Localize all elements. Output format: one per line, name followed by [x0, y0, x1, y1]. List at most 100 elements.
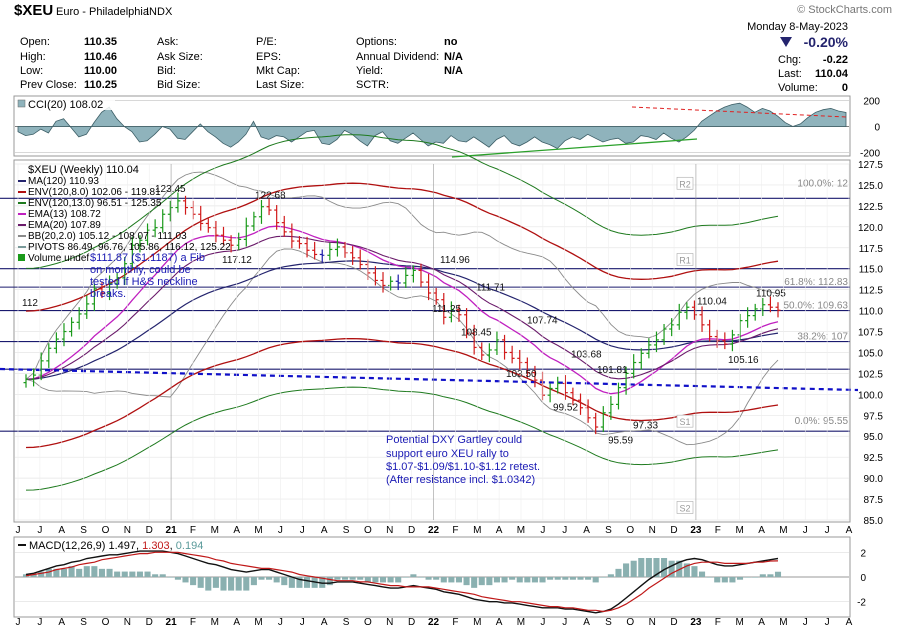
macd-histogram-bar — [144, 571, 151, 577]
price-bar — [433, 287, 439, 305]
macd-x-tick-label: A — [758, 617, 765, 627]
swing-price-label: 111.25 — [432, 304, 462, 315]
price-bar — [593, 412, 599, 435]
price-bar — [91, 283, 97, 312]
macd-histogram-bar — [387, 577, 394, 583]
last-label: Last: — [778, 68, 802, 80]
macd-title: MACD(12,26,9) 1.497, 1.303, 0.194 — [18, 540, 203, 552]
price-bar — [494, 331, 500, 355]
price-bar — [623, 366, 629, 395]
price-bar — [517, 349, 523, 370]
macd-histogram-bar — [372, 577, 379, 583]
macd-x-tick-label: A — [233, 617, 240, 627]
high-value: 110.46 — [84, 51, 117, 63]
price-bar — [486, 343, 492, 363]
ema13-line — [25, 225, 779, 395]
macd-histogram-bar — [159, 574, 166, 577]
x-tick-label: S — [80, 525, 87, 536]
macd-histogram-bar — [440, 577, 447, 583]
price-bar — [334, 238, 340, 257]
cci-tick-label: 0 — [874, 123, 880, 134]
x-tick-label: 21 — [166, 525, 178, 536]
macd-histogram-bar — [38, 571, 45, 577]
price-bar — [69, 317, 75, 337]
price-tick-label: 115.0 — [859, 265, 884, 276]
macd-histogram-bar — [607, 574, 614, 577]
macd-x-tick-label: 21 — [166, 617, 178, 627]
price-bar — [380, 272, 386, 293]
pivot-label: R1 — [679, 255, 691, 265]
price-bar — [46, 343, 52, 368]
x-tick-label: A — [233, 525, 240, 536]
price-bar — [372, 266, 378, 286]
macd-histogram-bar — [288, 577, 295, 588]
price-bar — [745, 307, 751, 328]
legend-ema13: EMA(13) 108.72 — [28, 209, 101, 220]
macd-tick-label: -2 — [857, 598, 866, 609]
price-bar — [600, 406, 606, 433]
price-bar — [251, 211, 257, 232]
price-tick-label: 127.5 — [858, 160, 883, 171]
price-bar — [53, 332, 59, 354]
macd-panel-frame — [13, 536, 851, 618]
macd-histogram-bar — [562, 577, 569, 580]
price-bar — [615, 382, 621, 410]
macd-tick-label: 0 — [860, 573, 866, 584]
cci-area — [17, 102, 847, 149]
price-tick-label: 112.5 — [859, 286, 884, 297]
x-tick-label: M — [211, 525, 219, 536]
cci-tick-label: -200 — [860, 148, 880, 159]
x-tick-label: N — [649, 525, 656, 536]
macd-histogram-bar — [250, 577, 257, 586]
macd-histogram-bar — [425, 577, 432, 580]
price-bar — [547, 383, 553, 403]
macd-histogram-bar — [676, 560, 683, 577]
cci-legend-swatch — [17, 99, 26, 108]
macd-histogram-bar — [661, 558, 668, 577]
price-bar — [669, 318, 675, 337]
macd-histogram-bar — [554, 577, 561, 580]
macd-x-tick-label: M — [735, 617, 743, 627]
price-bar — [160, 209, 166, 233]
x-tick-label: J — [803, 525, 808, 536]
macd-x-tick-label: M — [473, 617, 481, 627]
pivot-label: S2 — [679, 503, 690, 513]
pivot-box — [676, 253, 694, 266]
macd-histogram-bar — [53, 568, 60, 577]
volume-label: Volume: — [778, 82, 818, 94]
macd-x-tick-label: S — [343, 617, 350, 627]
price-panel-frame — [13, 159, 851, 523]
macd-histogram-bar — [205, 577, 212, 591]
x-tick-label: S — [605, 525, 612, 536]
down-arrow-icon — [780, 37, 792, 47]
price-bar — [152, 219, 158, 238]
macd-histogram-bar — [721, 577, 728, 583]
price-bar — [509, 345, 515, 364]
price-bar — [107, 275, 113, 301]
macd-histogram-bar — [334, 577, 341, 580]
macd-x-tick-label: M — [254, 617, 262, 627]
envelope-8-lower — [25, 337, 779, 449]
price-bar — [258, 200, 264, 224]
bid-size-label: Bid Size: — [157, 79, 200, 91]
macd-x-tick-label: O — [102, 617, 110, 627]
macd-histogram-bar — [645, 558, 652, 577]
macd-histogram-bar — [516, 577, 523, 583]
macd-histogram-bar — [683, 563, 690, 577]
macd-x-tick-label: D — [670, 617, 677, 627]
macd-histogram-bar — [266, 577, 273, 580]
price-tick-label: 87.5 — [864, 495, 884, 506]
macd-x-tick-label: J — [278, 617, 283, 627]
options-value: no — [444, 36, 458, 48]
swing-price-label: 111.71 — [476, 282, 506, 293]
macd-histogram-bar — [341, 577, 349, 580]
macd-x-tick-label: D — [146, 617, 153, 627]
price-bar — [357, 249, 363, 270]
macd-histogram-bar — [767, 574, 774, 577]
macd-histogram-bar — [98, 568, 105, 577]
yield-label: Yield: — [356, 65, 383, 77]
price-bar — [183, 195, 189, 215]
price-tick-label: 117.5 — [859, 244, 884, 255]
macd-histogram-bar — [379, 577, 387, 583]
symbol: $XEU — [14, 2, 53, 19]
